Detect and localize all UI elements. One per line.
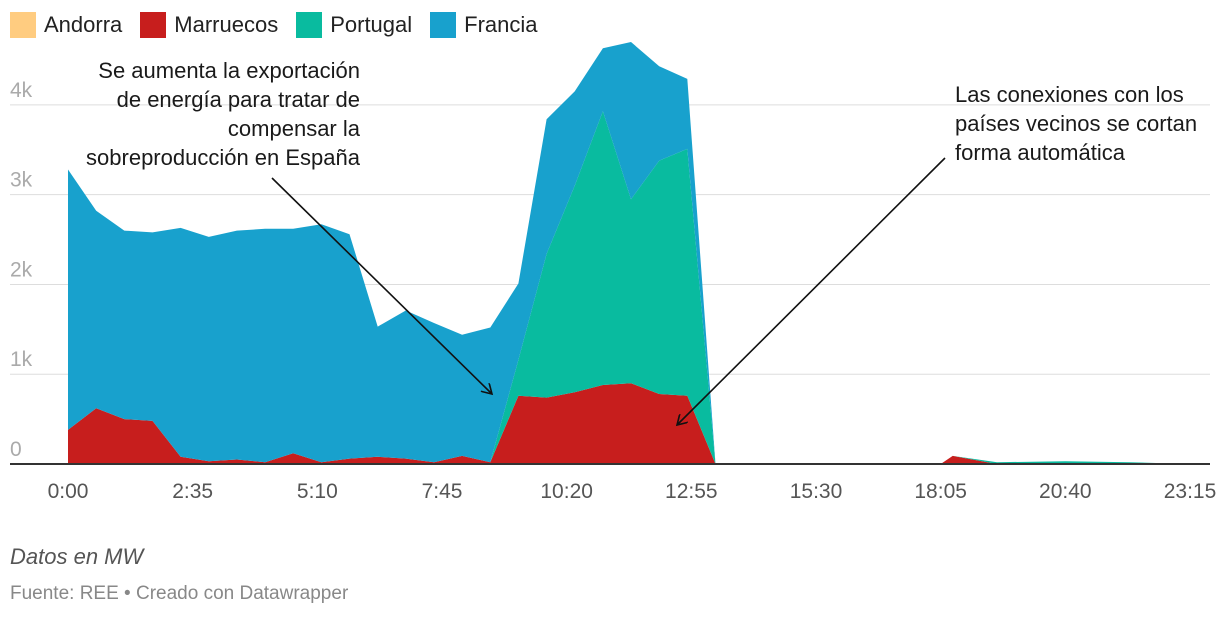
legend-label-francia: Francia [464,12,538,37]
y-tick-3k: 3k [10,169,33,192]
legend-swatch-francia [430,12,457,38]
x-axis: 0:00 2:35 5:10 7:45 10:20 12:55 15:30 18:05 20:4… [48,480,1217,503]
x-tick-20-40: 20:40 [1039,480,1092,503]
stacked-areas [68,42,1190,464]
area-chart: 0 1k 2k 3k 4k 0:00 2:35 5:10 7:45 10:20 12:55 15:3… [10,42,1217,503]
annotation-left-line-4: sobreproducción en España [86,145,361,170]
annotation-left-line-3: compensar la [228,116,361,141]
annotation-left-line-1: Se aumenta la exportación [98,58,360,83]
x-tick-12-55: 12:55 [665,480,718,503]
annotation-right-arrow [677,157,946,425]
x-tick-2-35: 2:35 [172,480,213,503]
x-tick-7-45: 7:45 [422,480,463,503]
legend-swatch-portugal [296,12,323,38]
legend-item-marruecos: Marruecos [140,12,278,38]
legend-swatch-andorra [10,12,36,38]
legend-item-francia: Francia [430,12,538,38]
x-tick-23-15: 23:15 [1164,480,1217,503]
legend-item-portugal: Portugal [296,12,412,38]
x-tick-10-20: 10:20 [540,480,593,503]
area-series-portugal [68,111,1190,464]
annotation-right-line-2: países vecinos se cortan [955,111,1197,136]
legend-item-andorra: Andorra [10,12,122,38]
annotation-left: Se aumenta la exportación de energía par… [86,58,492,394]
legend-label-portugal: Portugal [330,12,413,37]
y-tick-1k: 1k [10,348,33,371]
annotation-right-line-3: forma automática [955,140,1126,165]
legend-label-andorra: Andorra [44,12,123,37]
annotation-right-line-1: Las conexiones con los [955,82,1184,107]
x-tick-18-05: 18:05 [914,480,967,503]
annotation-left-line-2: de energía para tratar de [117,87,360,112]
x-tick-0-00: 0:00 [48,480,89,503]
area-series-francia [68,42,1190,464]
footer-source: Fuente: REE • Creado con Datawrapper [10,583,349,604]
legend: Andorra Marruecos Portugal Francia [10,12,538,38]
y-axis: 0 1k 2k 3k 4k [10,79,33,461]
annotation-left-arrow [271,177,492,394]
area-series-marruecos [68,383,1190,464]
footer-note: Datos en MW [10,544,144,569]
x-tick-5-10: 5:10 [297,480,338,503]
y-tick-0: 0 [10,438,22,461]
y-tick-2k: 2k [10,258,33,281]
legend-label-marruecos: Marruecos [174,12,279,37]
x-tick-15-30: 15:30 [790,480,843,503]
legend-swatch-marruecos [140,12,167,38]
y-tick-4k: 4k [10,79,33,102]
annotation-right: Las conexiones con los países vecinos se… [677,82,1197,425]
